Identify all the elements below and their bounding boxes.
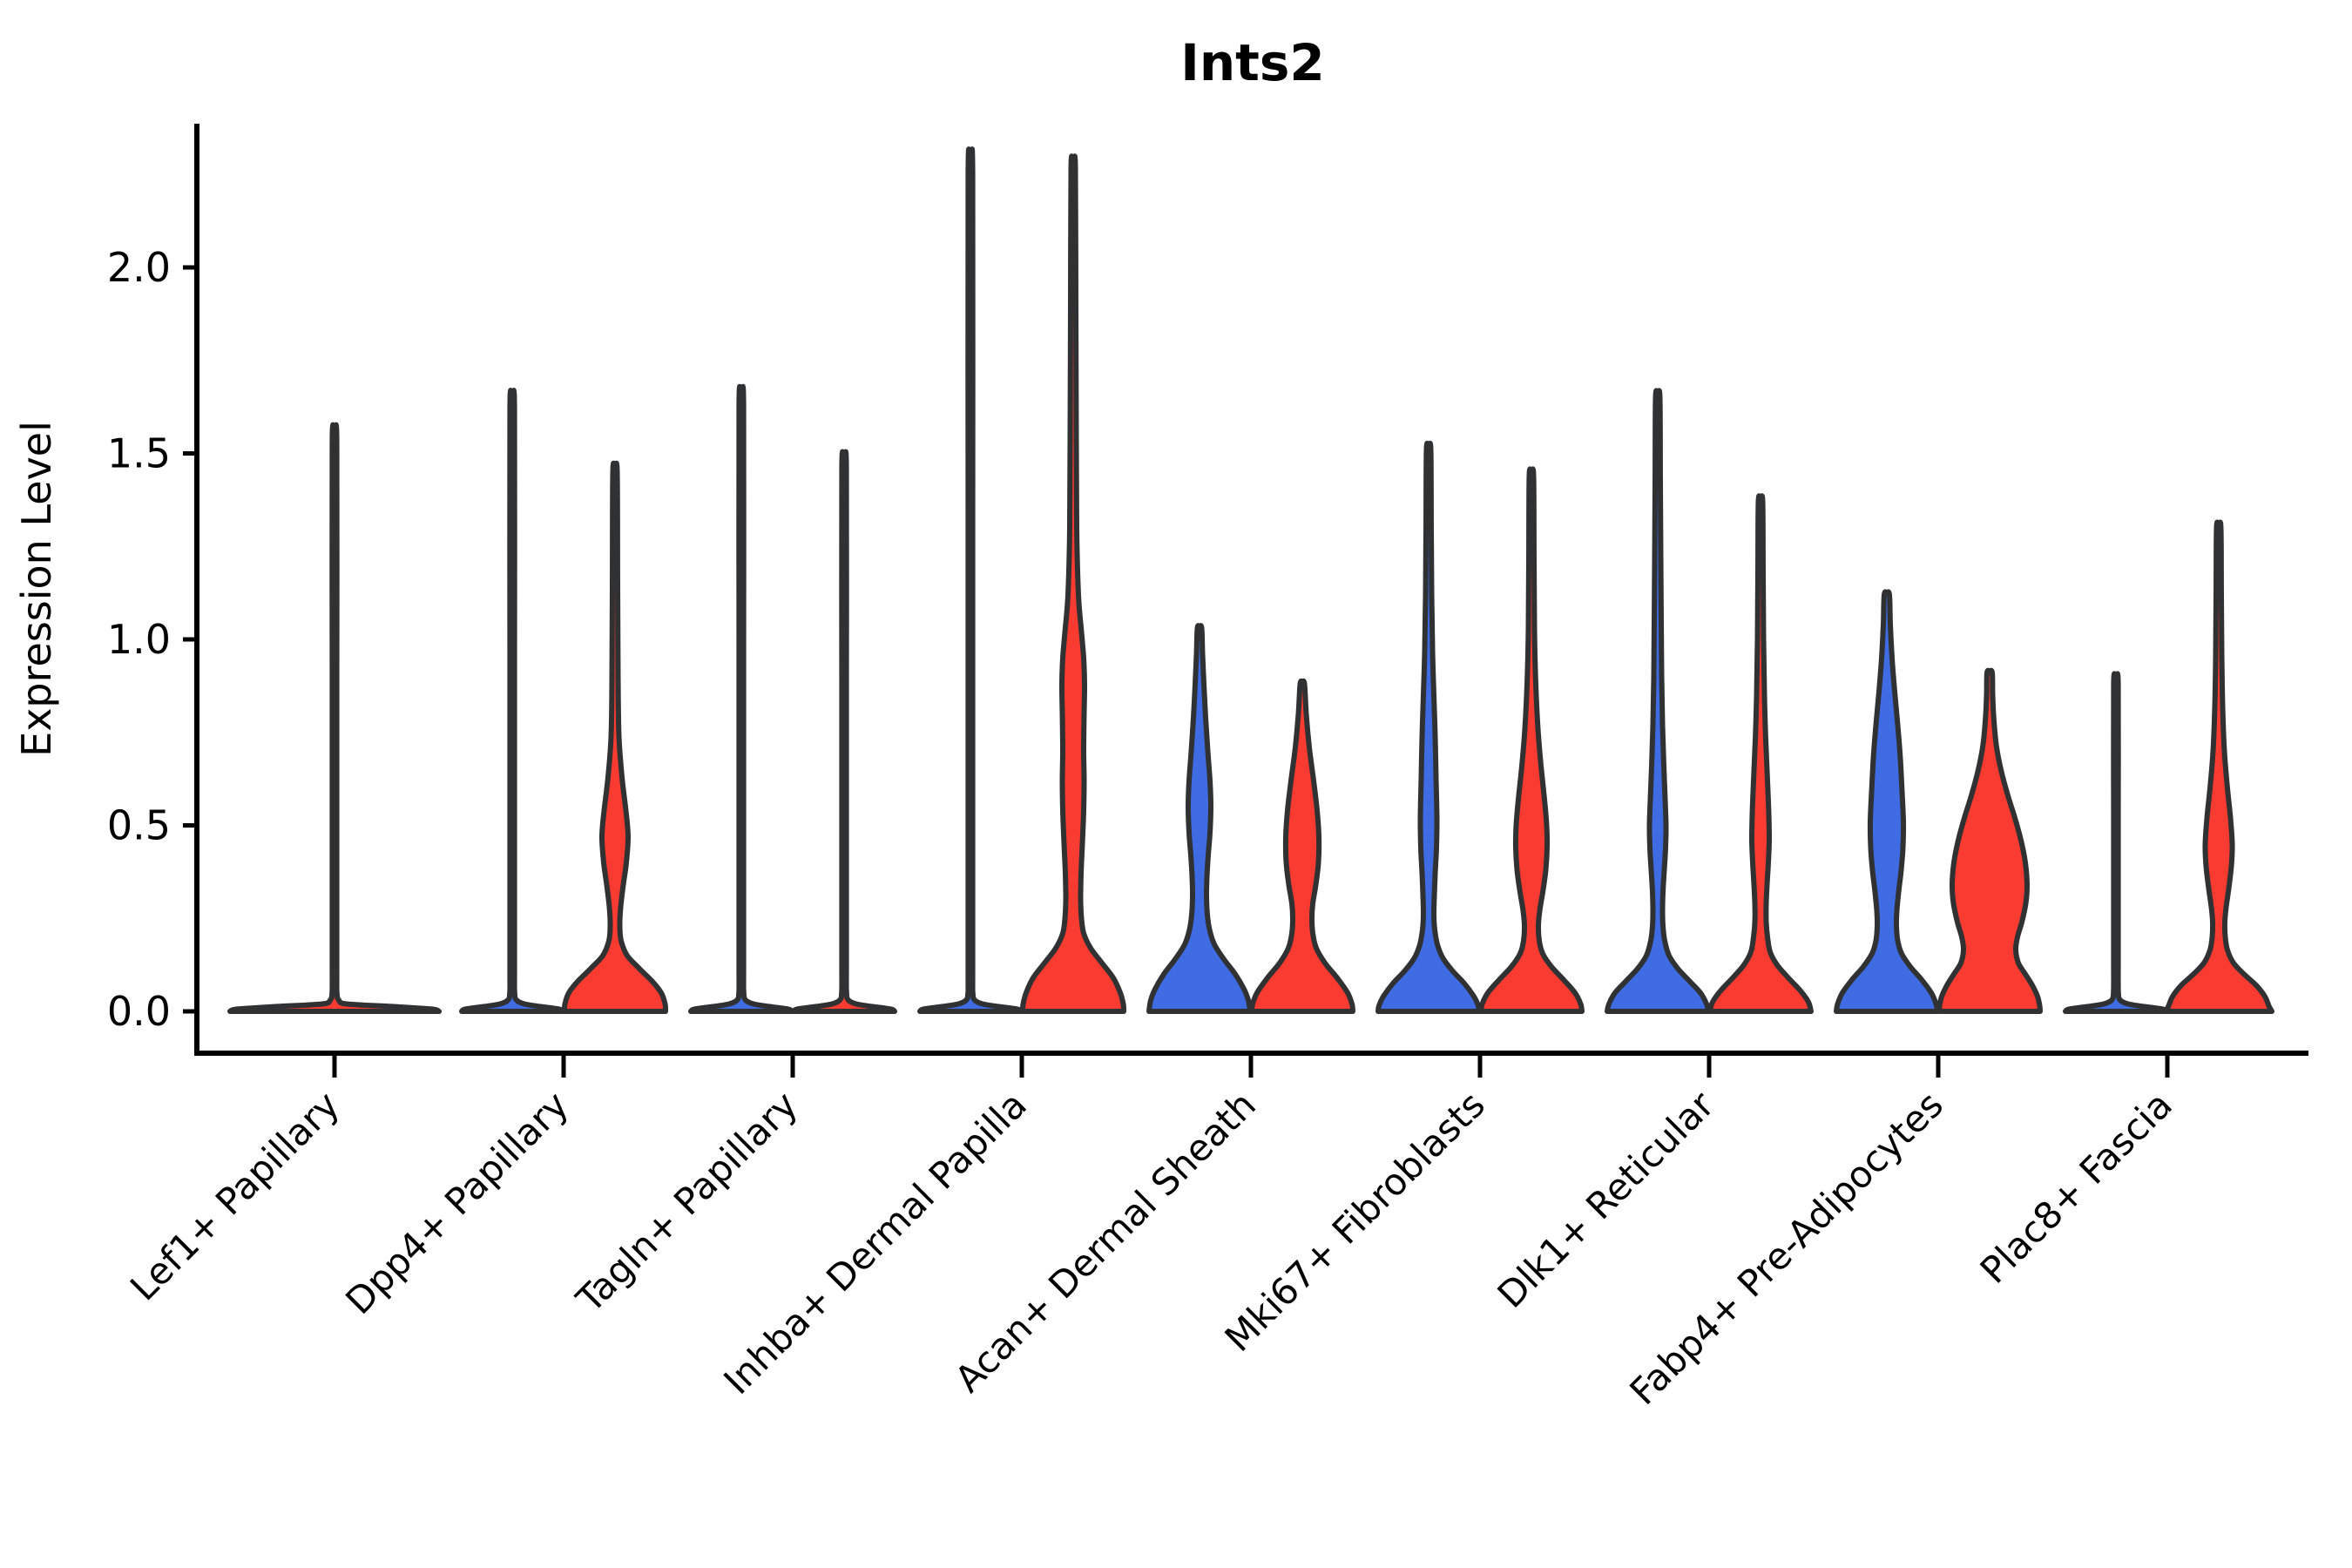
violin-tagln-red (791, 449, 897, 1014)
violin-fabp4-red (1936, 667, 2043, 1014)
y-tick-label: 0.0 (107, 988, 171, 1035)
x-tick-label: Mki67+ Fibroblasts (1217, 1083, 1493, 1359)
y-tick-label: 1.0 (107, 616, 171, 663)
violin-plac8-blue (2063, 671, 2169, 1014)
axes (183, 124, 2308, 1078)
violin-dlk1-red (1707, 493, 1814, 1014)
violin-dlk1-blue (1605, 388, 1711, 1014)
y-tick-label: 0.5 (107, 802, 171, 849)
violins (227, 146, 2274, 1014)
x-tick-label: Lef1+ Papillary (122, 1083, 348, 1308)
chart-title: Ints2 (1180, 33, 1324, 92)
violin-mki67-blue (1375, 440, 1482, 1014)
violin-fabp4-blue (1834, 589, 1940, 1014)
violin-inhba-blue (917, 146, 1024, 1014)
violin-inhba-red (1020, 153, 1126, 1014)
violin-acan-blue (1146, 623, 1253, 1014)
y-axis-label: Expression Level (13, 421, 60, 757)
violin-plac8-red (2163, 519, 2274, 1014)
y-tick-label: 1.5 (107, 430, 171, 477)
violin-tagln-blue (688, 383, 794, 1014)
violin-dpp4-red (561, 460, 669, 1014)
x-tick-label: Tagln+ Papillary (568, 1083, 806, 1321)
violin-acan-red (1249, 678, 1355, 1014)
violin-dpp4-blue (459, 388, 565, 1014)
violin-mki67-red (1478, 466, 1585, 1014)
x-tick-label: Dlk1+ Reticular (1490, 1083, 1723, 1316)
violin-lef1-red (227, 422, 442, 1014)
x-tick-label: Dpp4+ Papillary (337, 1083, 577, 1322)
y-tick-label: 2.0 (107, 244, 171, 291)
axis-spines (194, 124, 2308, 1056)
x-tick-label: Plac8+ Fascia (1972, 1083, 2180, 1291)
